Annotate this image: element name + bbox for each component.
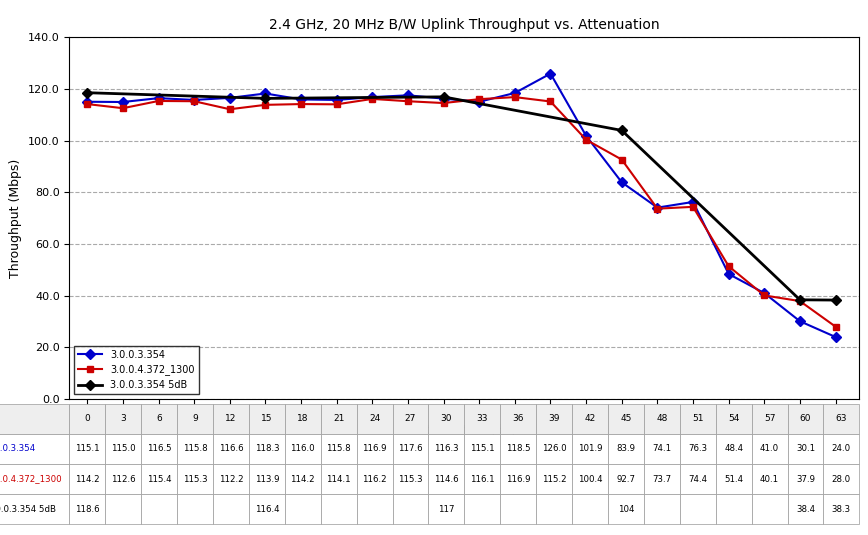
3.0.0.4.372_1300 <box>795 298 806 304</box>
3.0.0.4.372_1300 <box>332 101 342 108</box>
3.0.0.3.354 <box>260 90 271 97</box>
3.0.0.3.354 <box>154 95 164 101</box>
3.0.0.3.354 <box>189 97 200 103</box>
3.0.0.4.372_1300 <box>438 100 449 106</box>
3.0.0.3.354 <box>474 98 484 105</box>
3.0.0.3.354 <box>118 99 128 105</box>
3.0.0.3.354 5dB <box>438 94 449 100</box>
Title: 2.4 GHz, 20 MHz B/W Uplink Throughput vs. Attenuation: 2.4 GHz, 20 MHz B/W Uplink Throughput vs… <box>269 18 660 32</box>
3.0.0.3.354 <box>82 98 93 105</box>
3.0.0.4.372_1300 <box>510 94 520 100</box>
Legend: 3.0.0.3.354, 3.0.0.4.372_1300, 3.0.0.3.354 5dB: 3.0.0.3.354, 3.0.0.4.372_1300, 3.0.0.3.3… <box>75 346 199 394</box>
3.0.0.3.354 5dB <box>260 95 271 102</box>
3.0.0.4.372_1300 <box>581 136 591 143</box>
3.0.0.4.372_1300 <box>296 101 306 108</box>
3.0.0.4.372_1300 <box>616 156 627 163</box>
3.0.0.4.372_1300 <box>82 101 93 108</box>
3.0.0.4.372_1300 <box>225 106 235 112</box>
3.0.0.3.354 <box>403 92 413 98</box>
3.0.0.3.354 <box>760 290 770 296</box>
3.0.0.3.354 <box>652 204 662 211</box>
Y-axis label: Throughput (Mbps): Throughput (Mbps) <box>10 158 23 278</box>
3.0.0.4.372_1300 <box>403 98 413 104</box>
3.0.0.3.354 <box>367 94 378 100</box>
3.0.0.3.354 <box>831 334 841 340</box>
3.0.0.4.372_1300 <box>831 324 841 330</box>
3.0.0.3.354 5dB <box>82 89 93 96</box>
X-axis label: Attenuation (dB): Attenuation (dB) <box>412 424 516 437</box>
3.0.0.3.354 <box>332 97 342 103</box>
Line: 3.0.0.3.354: 3.0.0.3.354 <box>84 70 839 340</box>
3.0.0.4.372_1300 <box>545 98 556 105</box>
3.0.0.3.354 <box>545 71 556 77</box>
3.0.0.3.354 <box>510 90 520 96</box>
3.0.0.3.354 <box>225 95 235 101</box>
3.0.0.4.372_1300 <box>260 102 271 108</box>
3.0.0.3.354 5dB <box>616 127 627 134</box>
Line: 3.0.0.4.372_1300: 3.0.0.4.372_1300 <box>84 94 839 330</box>
3.0.0.3.354 <box>687 198 698 205</box>
3.0.0.3.354 <box>438 95 449 102</box>
3.0.0.4.372_1300 <box>760 292 770 299</box>
3.0.0.4.372_1300 <box>652 205 662 212</box>
Line: 3.0.0.3.354 5dB: 3.0.0.3.354 5dB <box>84 89 839 303</box>
3.0.0.4.372_1300 <box>687 204 698 210</box>
3.0.0.4.372_1300 <box>118 105 128 111</box>
3.0.0.4.372_1300 <box>367 96 378 102</box>
3.0.0.4.372_1300 <box>154 98 164 104</box>
3.0.0.3.354 <box>723 271 733 277</box>
3.0.0.4.372_1300 <box>189 98 200 104</box>
3.0.0.4.372_1300 <box>723 263 733 270</box>
3.0.0.3.354 <box>581 133 591 139</box>
3.0.0.3.354 <box>616 179 627 186</box>
3.0.0.3.354 5dB <box>831 297 841 303</box>
3.0.0.3.354 <box>296 96 306 103</box>
3.0.0.3.354 5dB <box>795 296 806 303</box>
3.0.0.4.372_1300 <box>474 96 484 102</box>
3.0.0.3.354 <box>795 318 806 324</box>
